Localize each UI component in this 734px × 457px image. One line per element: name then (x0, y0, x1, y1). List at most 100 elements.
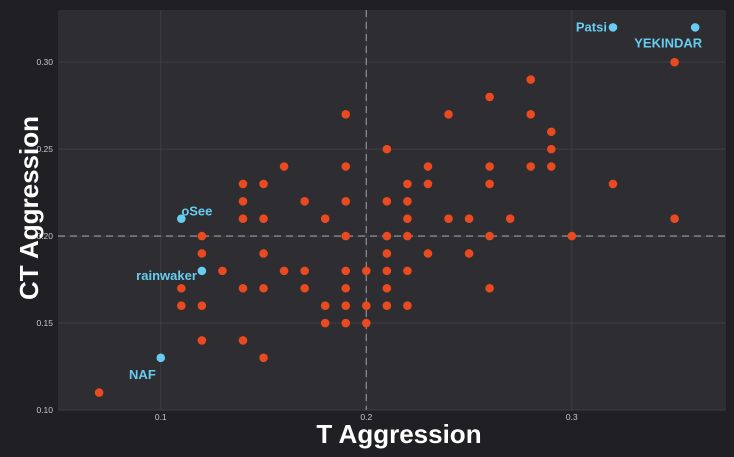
scatter-point (505, 214, 515, 223)
scatter-point (403, 197, 412, 206)
scatter-point (238, 214, 248, 223)
scatter-point (300, 283, 309, 293)
highlighted-point (177, 214, 186, 223)
scatter-point (444, 110, 453, 119)
scatter-point (197, 231, 207, 241)
y-tick-labels: 0.10 0.15 0.20 0.25 0.30 (36, 57, 53, 415)
scatter-point (670, 214, 679, 223)
scatter-point (362, 266, 371, 276)
highlighted-players: Patsi YEKINDAR oSee rainwaker NAF (129, 19, 703, 381)
scatter-point (259, 179, 268, 189)
scatter-point (197, 249, 207, 258)
reference-lines (58, 10, 726, 410)
scatter-point (608, 179, 618, 189)
scatter-point (362, 318, 371, 328)
scatter-point (382, 266, 392, 276)
scatter-point (485, 179, 494, 189)
scatter-point (464, 249, 474, 258)
x-axis-title: T Aggression (316, 419, 481, 449)
scatter-point (94, 388, 104, 397)
scatter-point (320, 301, 330, 310)
player-label: Patsi (576, 19, 607, 34)
scatter-point (423, 249, 433, 258)
scatter-point (320, 318, 330, 328)
scatter-point (341, 301, 351, 310)
scatter-point (464, 214, 474, 223)
scatter-point (403, 179, 412, 189)
plot-background (58, 10, 726, 410)
scatter-point (485, 283, 494, 293)
player-label: NAF (129, 367, 156, 382)
highlighted-point (156, 353, 166, 363)
y-tick-label: 0.10 (36, 405, 53, 415)
scatter-point (546, 127, 556, 137)
scatter-point (485, 231, 494, 241)
y-tick-label: 0.25 (36, 144, 53, 154)
scatter-point (197, 336, 207, 345)
x-tick-label: 0.1 (155, 412, 167, 422)
scatter-point (423, 179, 433, 189)
scatter-point (177, 283, 186, 293)
scatter-point (526, 110, 536, 119)
scatter-point (546, 144, 556, 154)
data-points (94, 57, 679, 397)
scatter-point (382, 301, 392, 310)
scatter-point (362, 301, 371, 310)
player-label: rainwaker (136, 268, 197, 283)
scatter-point (279, 266, 289, 276)
scatter-point (382, 283, 392, 293)
scatter-point (341, 110, 351, 119)
scatter-point (341, 318, 351, 328)
scatter-point (238, 336, 248, 345)
y-tick-label: 0.15 (36, 318, 53, 328)
scatter-point (197, 301, 207, 310)
y-tick-label: 0.30 (36, 57, 53, 67)
scatter-point (382, 249, 392, 258)
scatter-point (526, 162, 536, 171)
scatter-point (279, 162, 289, 171)
scatter-point (238, 283, 248, 293)
scatter-point (341, 266, 351, 276)
scatter-point (259, 214, 268, 223)
x-tick-label: 0.2 (360, 412, 372, 422)
scatter-point (259, 353, 268, 363)
scatter-point (320, 214, 330, 223)
scatter-point (670, 57, 679, 67)
scatter-point (177, 301, 186, 310)
scatter-point (382, 197, 392, 206)
scatter-point (341, 231, 351, 241)
scatter-point (485, 162, 494, 171)
scatter-point (238, 197, 248, 206)
scatter-point (341, 162, 351, 171)
scatter-point (218, 266, 227, 276)
scatter-point (403, 266, 412, 276)
y-tick-label: 0.20 (36, 231, 53, 241)
x-tick-label: 0.3 (566, 412, 578, 422)
highlighted-point (608, 23, 618, 32)
scatter-point (546, 162, 556, 171)
scatter-point (382, 144, 392, 154)
x-tick-labels: 0.1 0.2 0.3 (155, 412, 578, 422)
scatter-point (238, 179, 248, 189)
scatter-point (300, 197, 309, 206)
scatter-point (341, 283, 351, 293)
scatter-point (485, 92, 494, 102)
scatter-point (526, 75, 536, 84)
scatter-point (444, 214, 453, 223)
scatter-point (403, 301, 412, 310)
highlighted-point (690, 23, 700, 32)
player-label: YEKINDAR (634, 35, 703, 50)
scatter-point (259, 283, 268, 293)
scatter-point (341, 197, 351, 206)
scatter-point (382, 231, 392, 241)
highlighted-point (197, 266, 207, 276)
scatter-point (567, 231, 577, 241)
scatter-point (300, 266, 309, 276)
player-label: oSee (181, 204, 212, 219)
scatter-point (259, 249, 268, 258)
scatter-point (403, 231, 412, 241)
scatter-point (403, 214, 412, 223)
y-axis-title: CT Aggression (14, 116, 44, 300)
scatter-point (423, 162, 433, 171)
